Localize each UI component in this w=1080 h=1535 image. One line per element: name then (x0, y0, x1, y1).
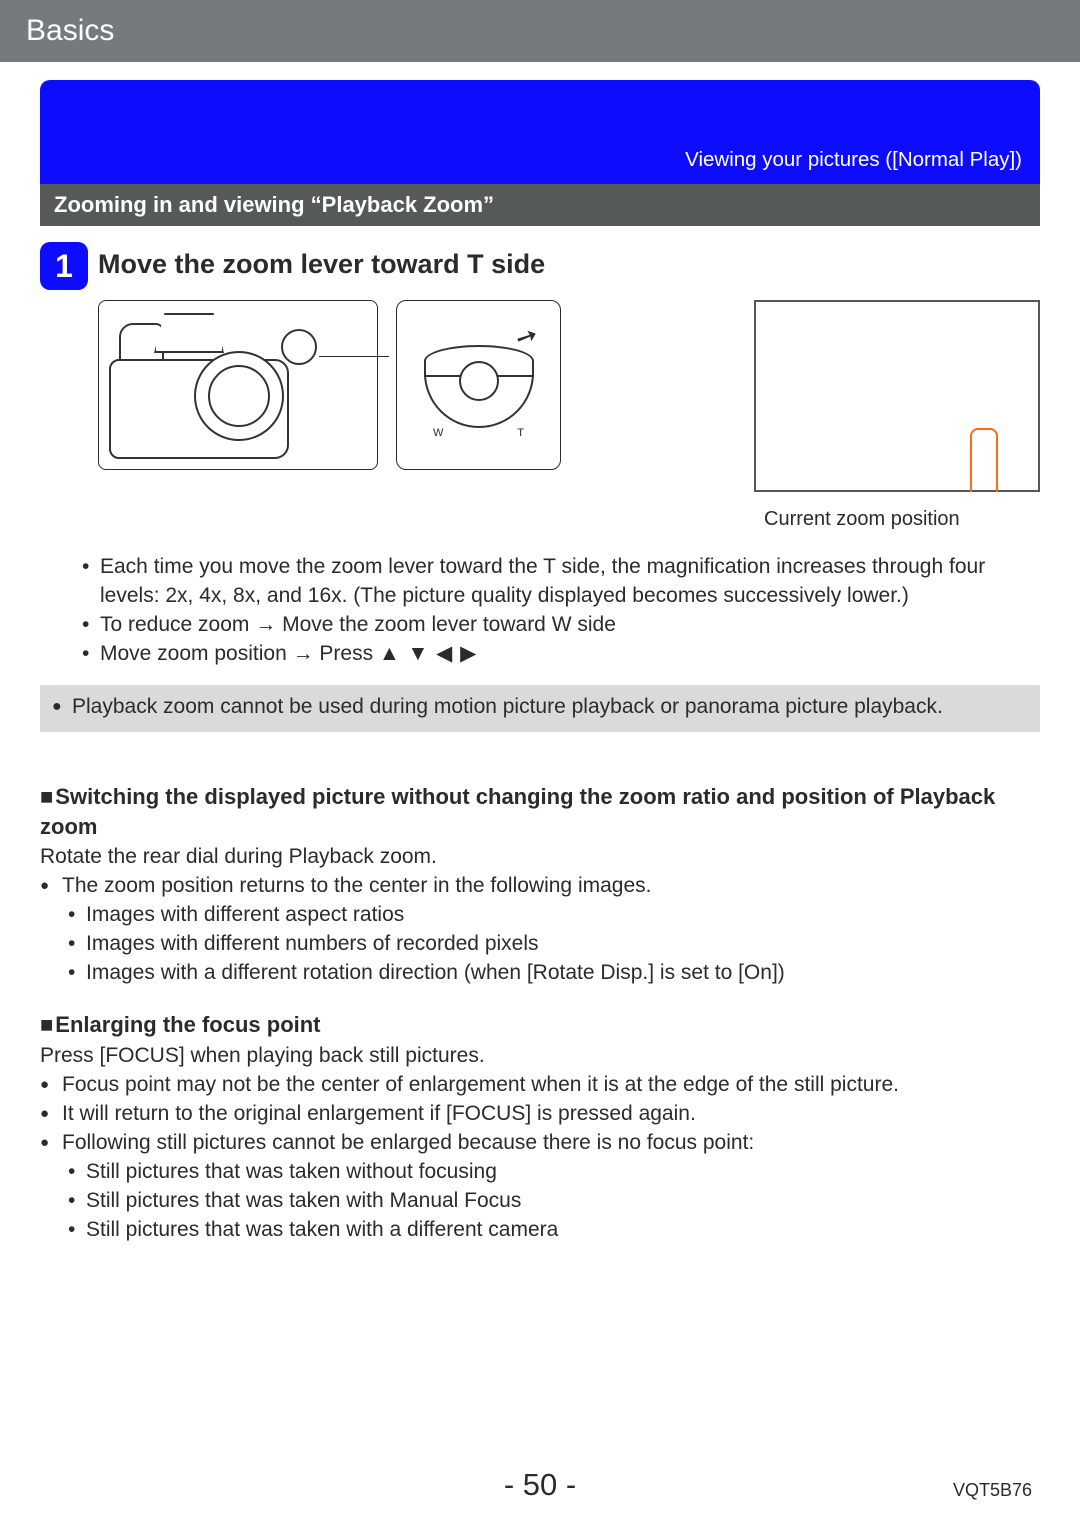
section-subheader-text: Zooming in and viewing “Playback Zoom” (54, 192, 494, 217)
bullet-dot-icon: • (68, 901, 86, 930)
switching-note: ● The zoom position returns to the cente… (40, 872, 1040, 901)
list-item-text: Still pictures that was taken without fo… (86, 1158, 1040, 1187)
enlarging-note-text: It will return to the original enlargeme… (62, 1100, 1040, 1129)
step-bullets: • Each time you move the zoom lever towa… (40, 553, 1040, 669)
bullet-item: • Each time you move the zoom lever towa… (40, 553, 1040, 611)
list-item-text: Images with a different rotation directi… (86, 959, 1040, 988)
circle-bullet-icon: ● (40, 872, 62, 901)
page-number: - 50 - (504, 1467, 576, 1502)
enlarging-paragraph: Press [FOCUS] when playing back still pi… (40, 1042, 1040, 1071)
circle-bullet-icon: ● (40, 1100, 62, 1129)
document-code: VQT5B76 (953, 1480, 1032, 1501)
circle-bullet-icon: ● (40, 1129, 62, 1158)
dial-t-label: T (517, 427, 524, 439)
bullet-dot-icon: • (68, 1216, 86, 1245)
bullet-dot-icon: • (82, 640, 100, 669)
bullet-item: • To reduce zoom → Move the zoom lever t… (40, 611, 1040, 640)
zoom-caption: Current zoom position (754, 508, 1040, 531)
zoom-position-box (754, 300, 1040, 492)
bullet-dot-icon: • (68, 1187, 86, 1216)
list-item: • Images with a different rotation direc… (40, 959, 1040, 988)
camera-top-illustration (98, 300, 378, 470)
bullet-item: • Move zoom position → Press ▲ ▼ ◀ ▶ (40, 640, 1040, 669)
bullet-dot-icon: • (82, 553, 100, 611)
bullet-text: Move zoom position → Press ▲ ▼ ◀ ▶ (100, 640, 1040, 669)
note-text: Playback zoom cannot be used during moti… (72, 693, 1028, 722)
bullet-text: Each time you move the zoom lever toward… (100, 553, 1040, 611)
list-item: • Images with different numbers of recor… (40, 930, 1040, 959)
zoom-lever-illustration: ➚ W T (396, 300, 561, 470)
bullet-text: To reduce zoom → Move the zoom lever tow… (100, 611, 1040, 640)
blue-context-band: Viewing your pictures ([Normal Play]) (40, 80, 1040, 184)
bullet-dot-icon: • (68, 959, 86, 988)
bullet-dot-icon: • (82, 611, 100, 640)
bullet-dot-icon: • (68, 1158, 86, 1187)
arrow-keys-icon: ▲ ▼ ◀ ▶ (379, 642, 477, 665)
page-content: Viewing your pictures ([Normal Play]) Zo… (0, 62, 1080, 1245)
section-subheader: Zooming in and viewing “Playback Zoom” (40, 184, 1040, 226)
step-number-badge: 1 (40, 242, 88, 290)
list-item: • Still pictures that was taken without … (40, 1158, 1040, 1187)
enlarging-note: ● Following still pictures cannot be enl… (40, 1129, 1040, 1158)
step-1: 1 Move the zoom lever toward T side (40, 242, 1040, 290)
header-bar: Basics (0, 0, 1080, 62)
dial-w-label: W (433, 427, 443, 439)
enlarging-note-text: Following still pictures cannot be enlar… (62, 1129, 1040, 1158)
note-box: ● Playback zoom cannot be used during mo… (40, 685, 1040, 732)
header-title: Basics (26, 14, 114, 47)
step-title: Move the zoom lever toward T side (98, 248, 545, 280)
enlarging-note: ● It will return to the original enlarge… (40, 1100, 1040, 1129)
list-item-text: Still pictures that was taken with Manua… (86, 1187, 1040, 1216)
list-item: • Still pictures that was taken with a d… (40, 1216, 1040, 1245)
illustration-row: ➚ W T Current zoom position (98, 300, 1040, 531)
square-bullet-icon: ■ (40, 782, 53, 812)
bullet-dot-icon: • (68, 930, 86, 959)
list-item-text: Still pictures that was taken with a dif… (86, 1216, 1040, 1245)
subsection-title-enlarging: ■Enlarging the focus point (40, 1010, 1040, 1040)
list-item-text: Images with different aspect ratios (86, 901, 1040, 930)
zoom-indicator-icon (970, 428, 998, 492)
switching-note-text: The zoom position returns to the center … (62, 872, 1040, 901)
zoom-position-box-wrap: Current zoom position (754, 300, 1040, 531)
enlarging-note: ● Focus point may not be the center of e… (40, 1071, 1040, 1100)
note-bullet-icon: ● (52, 693, 72, 722)
square-bullet-icon: ■ (40, 1010, 53, 1040)
list-item-text: Images with different numbers of recorde… (86, 930, 1040, 959)
switching-paragraph: Rotate the rear dial during Playback zoo… (40, 843, 1040, 872)
subsection-title-switching: ■Switching the displayed picture without… (40, 782, 1040, 841)
enlarging-note-text: Focus point may not be the center of enl… (62, 1071, 1040, 1100)
page-footer: - 50 - VQT5B76 (0, 1467, 1080, 1503)
context-caption: Viewing your pictures ([Normal Play]) (685, 148, 1022, 172)
list-item: • Still pictures that was taken with Man… (40, 1187, 1040, 1216)
list-item: • Images with different aspect ratios (40, 901, 1040, 930)
circle-bullet-icon: ● (40, 1071, 62, 1100)
